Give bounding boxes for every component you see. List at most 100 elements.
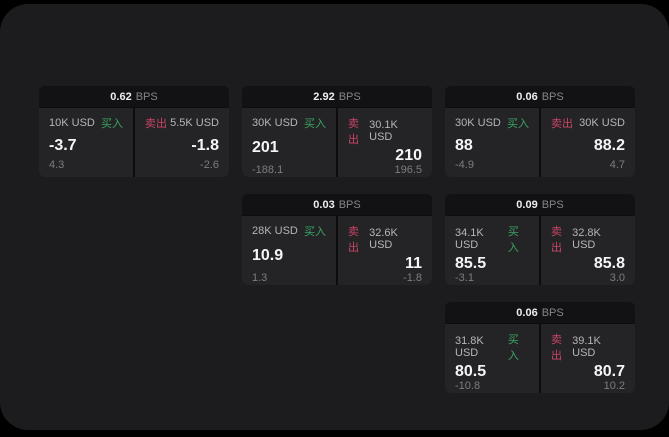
buy-amount: 30K USD (252, 117, 298, 129)
sell-side-label: 卖出 (348, 118, 359, 146)
sell-panel[interactable]: 卖出 5.5K USD -1.8 -2.6 (135, 108, 229, 177)
app-window: 0.62 BPS 10K USD 买入 -3.7 4.3 卖出 5.5K USD… (0, 4, 669, 430)
buy-panel[interactable]: 10K USD 买入 -3.7 4.3 (39, 108, 133, 177)
quote-card: 0.06 BPS 31.8K USD 买入 80.5 -10.8 卖出 39.1… (445, 302, 635, 393)
sell-price: -1.8 (191, 136, 219, 154)
buy-amount: 30K USD (455, 117, 501, 129)
buy-price: 10.9 (252, 247, 284, 264)
bps-unit-label: BPS (541, 306, 564, 319)
buy-label-row: 28K USD 买入 (252, 223, 326, 239)
buy-delta: -3.1 (455, 272, 474, 284)
sell-delta: -2.6 (200, 159, 219, 171)
bps-header: 0.06 BPS (445, 86, 635, 107)
sell-amount: 39.1K USD (572, 335, 601, 359)
quote-panels: 30K USD 买入 201 -188.1 卖出 30.1K USD 210 1… (242, 108, 432, 177)
sell-panel[interactable]: 卖出 32.8K USD 85.8 3.0 (541, 216, 635, 285)
bps-unit-label: BPS (135, 90, 158, 103)
buy-delta: -188.1 (252, 164, 284, 176)
sell-amount: 30K USD (579, 117, 625, 129)
sell-amount: 32.6K USD (369, 227, 398, 251)
sell-delta: 196.5 (394, 164, 422, 176)
sell-delta: -1.8 (403, 272, 422, 284)
quote-panels: 30K USD 买入 88 -4.9 卖出 30K USD 88.2 4.7 (445, 108, 635, 177)
bps-header: 0.03 BPS (242, 194, 432, 215)
buy-amount: 34.1K USD (455, 227, 484, 251)
sell-label-row: 卖出 32.6K USD (348, 223, 422, 255)
bps-header: 0.62 BPS (39, 86, 229, 107)
sell-amount: 5.5K USD (170, 117, 219, 129)
sell-price: 80.7 (593, 363, 625, 380)
buy-amount: 10K USD (49, 117, 95, 129)
sell-price: 210 (395, 147, 422, 164)
buy-label-row: 30K USD 买入 (252, 115, 326, 131)
sell-label-row: 卖出 30.1K USD (348, 115, 422, 147)
sell-delta: 4.7 (609, 159, 625, 171)
buy-panel[interactable]: 28K USD 买入 10.9 1.3 (242, 216, 336, 285)
buy-side-label: 买入 (101, 118, 123, 130)
buy-price: 85.5 (455, 255, 487, 272)
buy-label-row: 10K USD 买入 (49, 115, 123, 131)
buy-side-label: 买入 (507, 226, 519, 254)
quote-card: 0.09 BPS 34.1K USD 买入 85.5 -3.1 卖出 32.8K… (445, 194, 635, 285)
buy-side-label: 买入 (507, 334, 519, 362)
quote-card: 2.92 BPS 30K USD 买入 201 -188.1 卖出 30.1K … (242, 86, 432, 177)
buy-side-label: 买入 (304, 226, 326, 238)
bps-unit-label: BPS (541, 198, 564, 211)
quote-panels: 31.8K USD 买入 80.5 -10.8 卖出 39.1K USD 80.… (445, 324, 635, 393)
sell-price: 85.8 (593, 255, 625, 272)
bps-value: 0.09 (516, 198, 538, 211)
quote-board: 0.62 BPS 10K USD 买入 -3.7 4.3 卖出 5.5K USD… (0, 4, 669, 430)
sell-label-row: 卖出 5.5K USD (145, 115, 219, 131)
bps-header: 0.09 BPS (445, 194, 635, 215)
bps-unit-label: BPS (338, 198, 361, 211)
bps-header: 2.92 BPS (242, 86, 432, 107)
sell-price: 88.2 (593, 136, 625, 154)
quote-panels: 34.1K USD 买入 85.5 -3.1 卖出 32.8K USD 85.8… (445, 216, 635, 285)
buy-price: 201 (252, 139, 279, 156)
buy-panel[interactable]: 30K USD 买入 88 -4.9 (445, 108, 539, 177)
buy-price: 88 (455, 136, 473, 154)
sell-side-label: 卖出 (145, 118, 167, 130)
sell-panel[interactable]: 卖出 32.6K USD 11 -1.8 (338, 216, 432, 285)
sell-label-row: 卖出 39.1K USD (551, 331, 625, 363)
sell-side-label: 卖出 (551, 226, 562, 254)
bps-value: 0.06 (516, 306, 538, 319)
sell-delta: 10.2 (603, 380, 625, 392)
buy-delta: -4.9 (455, 159, 474, 171)
sell-label-row: 卖出 30K USD (551, 115, 625, 131)
bps-value: 2.92 (313, 90, 335, 103)
sell-amount: 30.1K USD (369, 119, 398, 143)
sell-panel[interactable]: 卖出 39.1K USD 80.7 10.2 (541, 324, 635, 393)
buy-side-label: 买入 (304, 118, 326, 130)
sell-panel[interactable]: 卖出 30K USD 88.2 4.7 (541, 108, 635, 177)
sell-panel[interactable]: 卖出 30.1K USD 210 196.5 (338, 108, 432, 177)
bps-unit-label: BPS (541, 90, 564, 103)
buy-label-row: 34.1K USD 买入 (455, 223, 529, 255)
quote-card: 0.06 BPS 30K USD 买入 88 -4.9 卖出 30K USD 8… (445, 86, 635, 177)
sell-amount: 32.8K USD (572, 227, 601, 251)
quote-panels: 28K USD 买入 10.9 1.3 卖出 32.6K USD 11 -1.8 (242, 216, 432, 285)
buy-amount: 31.8K USD (455, 335, 484, 359)
bps-header: 0.06 BPS (445, 302, 635, 323)
buy-price: 80.5 (455, 363, 487, 380)
buy-delta: -10.8 (455, 380, 481, 392)
bps-value: 0.03 (313, 198, 335, 211)
sell-side-label: 卖出 (348, 226, 359, 254)
buy-amount: 28K USD (252, 225, 298, 237)
sell-price: 11 (405, 255, 422, 272)
buy-price: -3.7 (49, 136, 77, 154)
buy-label-row: 31.8K USD 买入 (455, 331, 529, 363)
bps-unit-label: BPS (338, 90, 361, 103)
buy-panel[interactable]: 31.8K USD 买入 80.5 -10.8 (445, 324, 539, 393)
bps-value: 0.06 (516, 90, 538, 103)
bps-value: 0.62 (110, 90, 132, 103)
sell-delta: 3.0 (609, 272, 625, 284)
buy-delta: 4.3 (49, 159, 65, 171)
sell-side-label: 卖出 (551, 118, 573, 130)
buy-panel[interactable]: 34.1K USD 买入 85.5 -3.1 (445, 216, 539, 285)
buy-side-label: 买入 (507, 118, 529, 130)
buy-delta: 1.3 (252, 272, 268, 284)
quote-panels: 10K USD 买入 -3.7 4.3 卖出 5.5K USD -1.8 -2.… (39, 108, 229, 177)
quote-card: 0.62 BPS 10K USD 买入 -3.7 4.3 卖出 5.5K USD… (39, 86, 229, 177)
buy-panel[interactable]: 30K USD 买入 201 -188.1 (242, 108, 336, 177)
